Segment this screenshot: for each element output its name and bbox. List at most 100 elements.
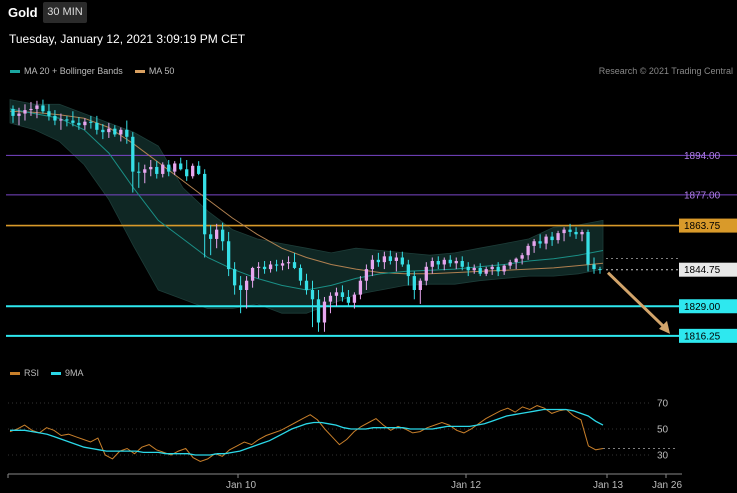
candle-body: [107, 128, 111, 133]
candle-body: [400, 257, 404, 265]
candle-body: [53, 115, 57, 121]
candle-body: [41, 105, 45, 112]
candle-body: [466, 266, 470, 271]
candle-body: [388, 256, 393, 261]
candle-body: [119, 129, 123, 135]
candle-body: [580, 231, 584, 235]
candle-body: [71, 120, 75, 123]
candle-body: [179, 163, 183, 170]
rsi9-line: [10, 408, 604, 456]
candle-body: [238, 285, 243, 290]
forecast-arrow: [606, 271, 667, 329]
candle-body: [484, 269, 488, 274]
x-tick-label: Jan 10: [226, 480, 256, 491]
ma20-line: [9, 108, 604, 291]
candle-body: [568, 229, 572, 232]
candle-body: [197, 165, 201, 174]
candle-body: [532, 241, 536, 246]
candle-body: [424, 266, 428, 281]
symbol-title: Gold: [8, 5, 38, 20]
candle-body: [394, 257, 398, 261]
candle-body: [346, 296, 351, 303]
rsi9-legend-label: 9MA: [65, 368, 84, 378]
candle-body: [191, 165, 195, 177]
candle-body: [292, 262, 297, 268]
candle-body: [448, 259, 452, 264]
candle-body: [268, 264, 273, 270]
candle-body: [358, 280, 363, 295]
level-label-box: [679, 218, 737, 233]
candle-body: [35, 105, 39, 109]
candle-body: [65, 119, 69, 121]
level-label: 1829.00: [684, 302, 721, 313]
candle-body: [382, 256, 387, 263]
candle-body: [592, 264, 596, 270]
candle-body: [215, 229, 219, 239]
header-bar: Gold 30 MIN: [0, 0, 737, 26]
rsi-tick-label: 30: [657, 451, 669, 462]
candle-body: [490, 266, 494, 270]
candle-body: [436, 260, 440, 265]
forecast-arrow-head: [659, 320, 670, 334]
candle-body: [83, 121, 87, 126]
level-label: 1816.25: [684, 331, 721, 342]
candle-body: [502, 265, 506, 272]
candle-body: [454, 260, 458, 264]
candle-body: [137, 171, 141, 173]
candle-body: [220, 229, 225, 242]
copyright: Research © 2021 Trading Central: [598, 66, 733, 76]
candle-body: [286, 262, 291, 264]
candle-body: [574, 231, 578, 235]
candle-body: [185, 169, 189, 177]
candle-body: [526, 245, 530, 256]
ma50-line: [9, 110, 604, 275]
rsi-line: [9, 405, 604, 463]
candle-body: [113, 128, 117, 135]
candle-body: [418, 280, 422, 290]
candle-body: [556, 233, 560, 241]
candle-body: [310, 290, 315, 300]
candle-body: [274, 264, 279, 266]
candle-body: [586, 231, 590, 265]
rsi-swatch: [10, 371, 20, 375]
bollinger-band: [9, 99, 604, 314]
candle-body: [47, 111, 51, 116]
candle-body: [304, 280, 309, 290]
candle-body: [89, 121, 93, 123]
candle-body: [167, 164, 171, 172]
timestamp: Tuesday, January 12, 2021 3:09:19 PM CET: [9, 32, 246, 46]
level-label: 1877.00: [684, 190, 721, 201]
candle-body: [161, 164, 165, 174]
candle-body: [149, 166, 153, 170]
candle-body: [442, 259, 446, 265]
candle-body: [125, 129, 129, 137]
x-tick-label: Jan 26: [652, 480, 682, 491]
ma50-swatch: [134, 69, 145, 73]
candle-body: [544, 236, 548, 244]
candle-body: [209, 234, 213, 239]
candle-body: [11, 108, 15, 116]
rsi-tick-label: 50: [657, 425, 669, 436]
candle-body: [322, 301, 327, 323]
rsi-tick-label: 70: [657, 399, 669, 410]
candle-body: [101, 129, 105, 133]
candle-body: [562, 229, 566, 234]
candle-body: [376, 259, 381, 263]
candle-body: [262, 266, 267, 270]
main-legend: MA 20 + Bollinger Bands MA 50: [10, 66, 174, 76]
timeframe-button[interactable]: 30 MIN: [43, 2, 87, 23]
candle-body: [143, 169, 147, 173]
candle-body: [17, 113, 21, 116]
level-label: 1863.75: [684, 221, 721, 232]
candle-body: [472, 267, 476, 271]
candle-body: [59, 119, 63, 121]
candle-body: [226, 241, 231, 270]
candle-body: [131, 136, 135, 172]
ma50-legend-label: MA 50: [148, 66, 175, 76]
candle-body: [364, 269, 369, 281]
candle-body: [250, 267, 255, 281]
candle-body: [550, 236, 554, 241]
candle-body: [203, 173, 207, 235]
candle-body: [280, 263, 285, 266]
candle-body: [352, 294, 357, 303]
